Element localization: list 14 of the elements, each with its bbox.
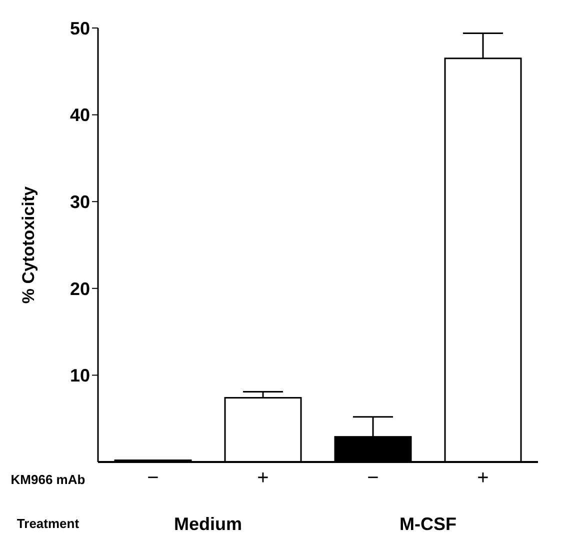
y-tick-label: 50: [70, 18, 90, 38]
y-axis-title: % Cytotoxicity: [19, 186, 38, 304]
x-tick-label: −: [367, 467, 379, 490]
y-tick-label: 10: [70, 366, 90, 386]
text: KM966 mAb: [10, 472, 86, 487]
y-tick-label: 40: [70, 105, 90, 126]
x-tick-label: −: [147, 467, 159, 490]
y-tick-label: 20: [70, 278, 90, 299]
text: Treatment: [16, 516, 80, 531]
x-tick-label: +: [257, 467, 269, 490]
text: M-CSF: [398, 514, 458, 535]
x-tick-label: +: [477, 467, 489, 490]
y-tick-label: 30: [70, 192, 90, 212]
text: Medium: [172, 514, 243, 535]
